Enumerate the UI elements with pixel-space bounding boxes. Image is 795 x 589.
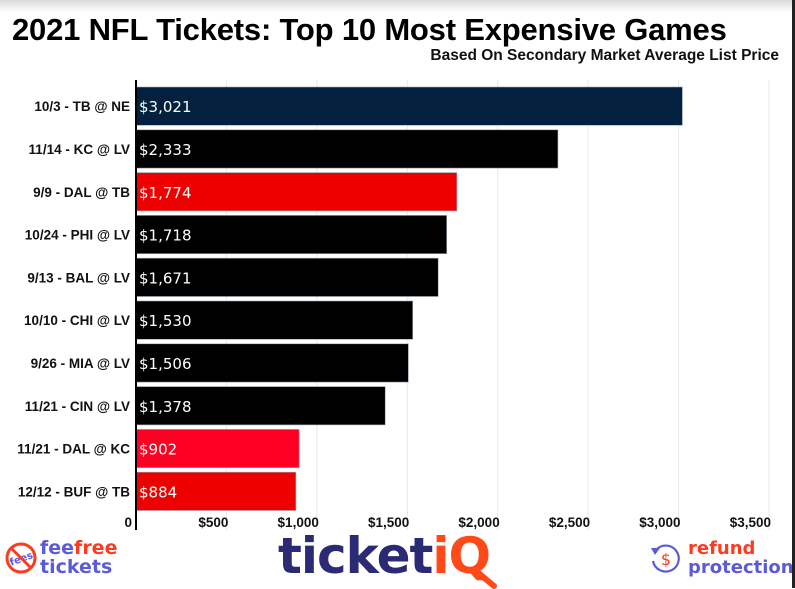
magnifier-tail-icon [474, 569, 497, 589]
value-label: $3,021 [139, 98, 192, 116]
category-label: 9/26 - MIA @ LV [31, 356, 130, 371]
right-border [792, 0, 795, 588]
value-labels: $3,021 $2,333 $1,774 $1,718 $1,671 $1,530 $1,5… [139, 98, 192, 501]
refund-cycle-icon: $ [651, 544, 680, 573]
x-tick-label: $3,000 [639, 515, 680, 530]
feefree-tickets-logo: fees feefree tickets [4, 535, 144, 588]
bar [135, 300, 414, 340]
bar-chart: 10/3 - TB @ NE 11/14 - KC @ LV 9/9 - DAL @… [17, 80, 771, 530]
bar [135, 215, 448, 254]
refund-protection-logo: $ refund protection [648, 535, 794, 588]
bar [135, 86, 683, 126]
category-label: 11/21 - DAL @ KC [17, 442, 130, 457]
bar [135, 257, 439, 297]
feefree-wordmark: feefree tickets [40, 539, 117, 577]
x-tick-label: $3,500 [730, 515, 771, 530]
category-labels: 10/3 - TB @ NE 11/14 - KC @ LV 9/9 - DAL @… [17, 99, 130, 499]
free-text: free [74, 537, 118, 559]
category-label: 10/24 - PHI @ LV [25, 228, 130, 243]
value-label: $1,671 [139, 269, 192, 287]
bar [135, 172, 458, 212]
bar [135, 386, 386, 426]
value-label: $884 [139, 483, 177, 501]
no-fees-icon: fees [5, 542, 37, 574]
value-label: $1,378 [139, 398, 192, 416]
x-tick-label: $2,000 [458, 515, 499, 530]
refund-text: refund [688, 538, 756, 559]
value-label: $2,333 [139, 141, 192, 159]
chart-subtitle: Based On Secondary Market Average List P… [430, 47, 779, 64]
ticket-text: ticket [278, 527, 433, 585]
ticketiq-logo: ticketiQ [278, 527, 508, 589]
category-label: 11/14 - KC @ LV [29, 142, 130, 157]
fee-text: fee [40, 537, 75, 559]
dollar-symbol: $ [661, 550, 671, 569]
category-label: 9/9 - DAL @ TB [33, 185, 130, 200]
bar [135, 129, 559, 169]
value-label: $1,774 [139, 184, 192, 202]
value-label: $1,506 [139, 355, 192, 373]
protection-text: protection [688, 557, 794, 578]
value-label: $1,718 [139, 227, 192, 245]
category-label: 9/13 - BAL @ LV [27, 270, 130, 285]
x-tick-label: $1,500 [368, 515, 409, 530]
category-label: 10/3 - TB @ NE [34, 99, 130, 114]
tickets-text: tickets [40, 556, 113, 578]
ticketiq-wordmark: ticketiQ [278, 527, 491, 585]
x-tick-label: $2,500 [549, 515, 590, 530]
x-tick-label: 0 [124, 515, 132, 530]
top-shade [0, 0, 795, 12]
x-tick-label: $500 [198, 515, 228, 530]
category-label: 12/12 - BUF @ TB [18, 484, 130, 499]
bar [135, 429, 300, 468]
bar [135, 343, 409, 383]
x-axis-ticks: 0 $500 $1,000 $1,500 $2,000 $2,500 $3,000 $3,50… [124, 515, 771, 530]
chart-title: 2021 NFL Tickets: Top 10 Most Expensive … [12, 12, 727, 47]
refund-wordmark: refund protection [688, 539, 794, 577]
bars [135, 86, 683, 511]
value-label: $902 [139, 441, 177, 459]
value-label: $1,530 [139, 312, 192, 330]
category-label: 10/10 - CHI @ LV [24, 313, 130, 328]
category-label: 11/21 - CIN @ LV [25, 399, 130, 414]
x-tick-label: $1,000 [278, 515, 319, 530]
